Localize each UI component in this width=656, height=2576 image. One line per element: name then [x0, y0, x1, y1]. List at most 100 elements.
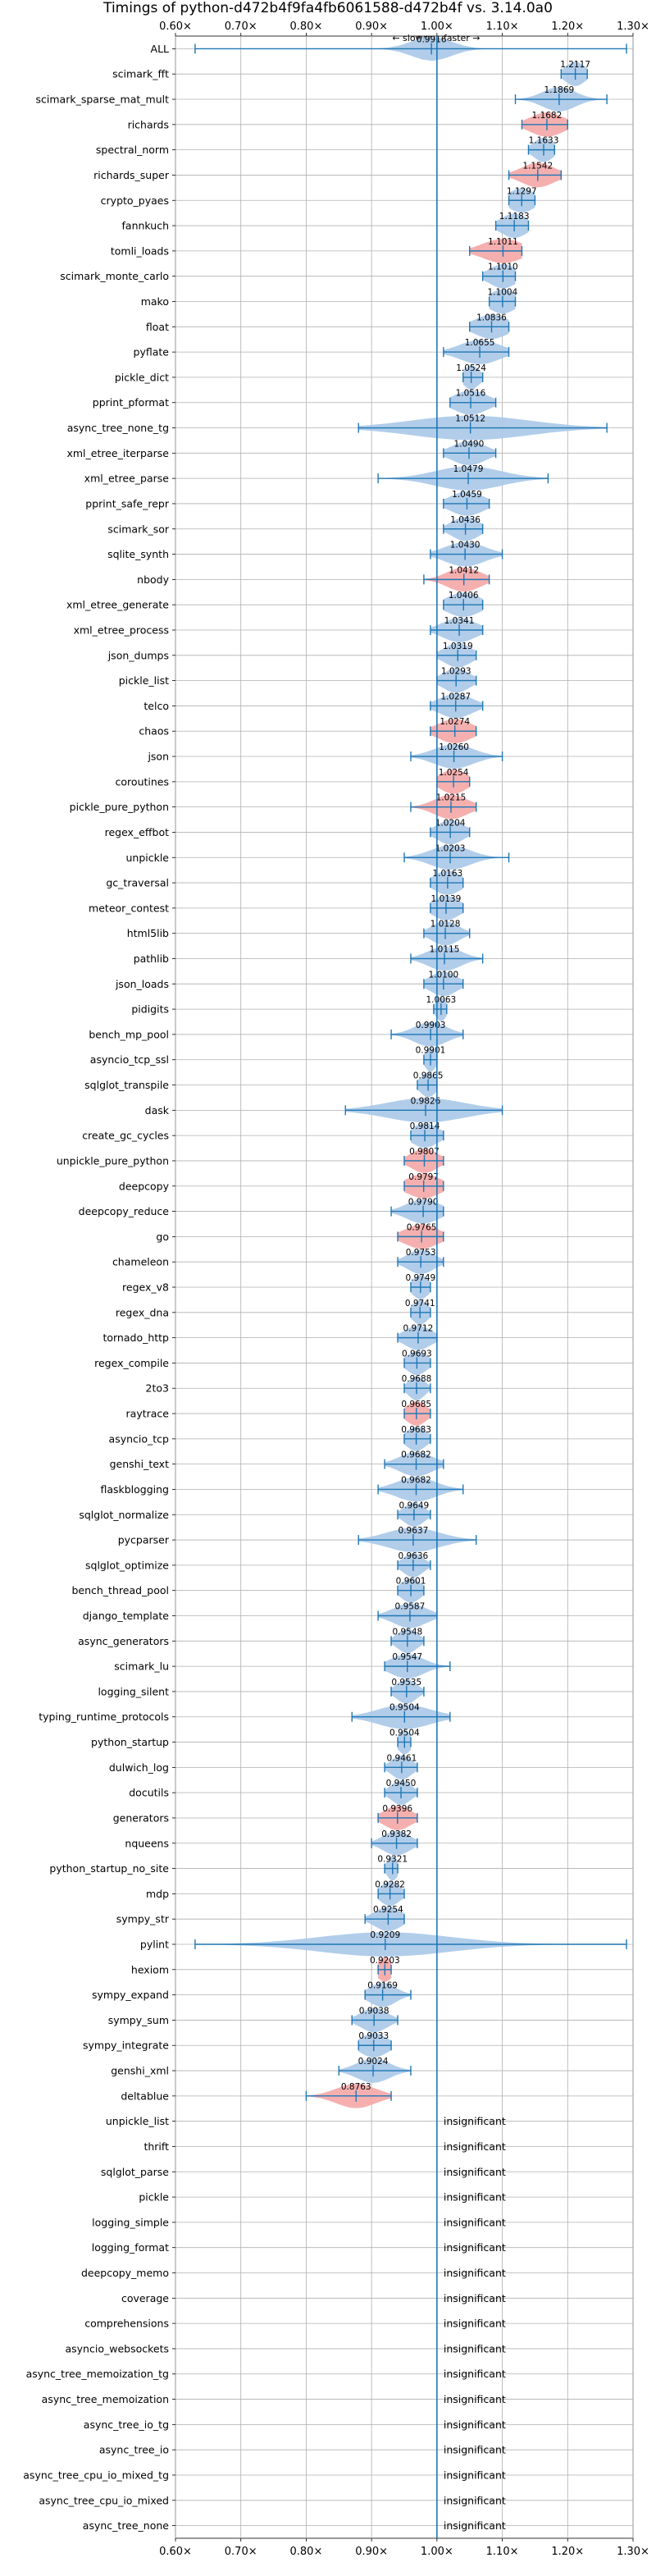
y-tick-label: async_tree_cpu_io_mixed: [39, 2494, 169, 2506]
value-label: 1.0274: [440, 717, 470, 727]
x-tick-label-top: 1.00×: [421, 21, 453, 33]
y-tick-label: ALL: [151, 43, 170, 55]
y-tick-label: pidigits: [131, 1003, 169, 1016]
y-tick-label: 2to3: [146, 1382, 169, 1395]
value-label: 0.9282: [375, 1879, 405, 1889]
value-label: 1.0524: [456, 363, 486, 373]
y-tick-label: tomli_loads: [111, 244, 169, 257]
insignificant-label: insignificant: [444, 2267, 506, 2279]
y-tick-label: sympy_expand: [92, 1989, 169, 2001]
y-tick-label: regex_v8: [122, 1281, 169, 1294]
value-label: 0.9749: [405, 1273, 435, 1283]
insignificant-label: insignificant: [444, 2342, 506, 2354]
value-label: 0.9683: [401, 1425, 431, 1435]
value-label: 1.0128: [430, 920, 461, 929]
y-tick-label: pickle: [139, 2191, 169, 2204]
value-label: 1.0319: [443, 642, 473, 651]
y-tick-label: comprehensions: [84, 2318, 169, 2330]
insignificant-label: insignificant: [444, 2191, 506, 2204]
value-label: 1.0260: [439, 742, 469, 752]
y-tick-label: dulwich_log: [109, 1761, 169, 1774]
value-label: 1.1633: [529, 136, 559, 146]
value-label: 1.0254: [439, 768, 469, 778]
value-label: 0.9797: [408, 1172, 439, 1182]
y-tick-label: asyncio_tcp: [109, 1432, 170, 1445]
value-label: 0.9254: [373, 1905, 403, 1915]
value-label: 1.0512: [455, 414, 485, 424]
y-tick-label: scimark_sparse_mat_mult: [36, 94, 170, 106]
value-label: 0.9693: [402, 1349, 432, 1359]
y-tick-label: json_loads: [115, 978, 169, 990]
value-label: 1.0430: [450, 541, 481, 550]
y-tick-label: sqlglot_parse: [101, 2166, 169, 2178]
y-tick-label: logging_simple: [92, 2216, 169, 2228]
value-label: 1.2117: [560, 60, 590, 70]
value-label: 0.9396: [382, 1804, 412, 1814]
value-label: 1.0204: [435, 818, 466, 828]
value-label: 1.0139: [431, 894, 462, 904]
value-label: 0.9535: [391, 1678, 421, 1688]
value-label: 1.0436: [450, 515, 481, 525]
x-tick-label-top: 0.60×: [159, 21, 192, 33]
y-tick-label: genshi_text: [110, 1458, 169, 1470]
value-label: 1.0115: [430, 944, 460, 954]
value-label: 0.9203: [370, 1956, 400, 1966]
y-tick-label: pickle_dict: [115, 371, 169, 383]
value-label: 1.0163: [432, 869, 462, 879]
value-label: 0.9741: [405, 1299, 435, 1309]
y-tick-label: nqueens: [125, 1837, 169, 1849]
value-label: 1.1542: [522, 161, 553, 171]
x-tick-label-bottom: 1.00×: [421, 2546, 453, 2558]
y-tick-label: pprint_safe_repr: [85, 497, 170, 509]
value-label: 0.9636: [398, 1551, 428, 1561]
value-label: 0.9547: [392, 1652, 422, 1662]
y-tick-label: regex_effbot: [105, 826, 169, 838]
y-tick-label: python_startup_no_site: [49, 1862, 169, 1875]
value-label: 1.1297: [507, 186, 537, 196]
y-tick-label: unpickle_list: [106, 2115, 169, 2127]
value-label: 0.9865: [413, 1071, 444, 1081]
value-label: 1.0287: [440, 692, 471, 701]
y-tick-label: chameleon: [112, 1256, 169, 1268]
value-label: 0.9601: [396, 1577, 426, 1587]
y-tick-label: async_tree_io_tg: [84, 2418, 169, 2431]
y-tick-label: go: [156, 1231, 169, 1243]
y-tick-label: sympy_integrate: [83, 2039, 169, 2052]
y-tick-label: logging_format: [92, 2241, 169, 2254]
y-tick-label: fannkuch: [122, 220, 169, 232]
y-tick-label: spectral_norm: [96, 144, 169, 156]
value-label: 1.0100: [428, 970, 458, 980]
y-tick-label: richards: [128, 118, 169, 130]
y-tick-label: mako: [141, 295, 169, 308]
value-label: 1.1004: [488, 287, 518, 297]
value-label: 1.0063: [426, 995, 457, 1005]
value-label: 1.1011: [488, 237, 518, 247]
insignificant-label: insignificant: [444, 2140, 506, 2153]
y-tick-label: xml_etree_generate: [66, 599, 169, 611]
value-label: 0.9461: [387, 1753, 417, 1763]
value-label: 0.9321: [377, 1855, 408, 1865]
value-label: 1.0215: [436, 793, 467, 803]
value-label: 1.0655: [465, 338, 495, 348]
y-tick-label: gc_traversal: [106, 877, 169, 889]
y-tick-label: sympy_str: [116, 1913, 170, 1925]
value-label: 0.9916: [417, 34, 447, 44]
value-label: 1.0836: [476, 313, 507, 322]
y-tick-label: python_startup: [91, 1736, 169, 1748]
value-label: 0.9903: [416, 1021, 446, 1030]
insignificant-label: insignificant: [444, 2469, 506, 2481]
value-label: 0.9790: [408, 1198, 439, 1208]
value-label: 1.0293: [441, 667, 472, 677]
x-tick-label-top: 0.90×: [355, 21, 388, 33]
insignificant-label: insignificant: [444, 2292, 506, 2304]
chart-title: Timings of python-d472b4f9fa4fb6061588-d…: [103, 0, 553, 16]
value-label: 0.9682: [401, 1475, 431, 1485]
insignificant-label: insignificant: [444, 2368, 506, 2380]
y-tick-label: asyncio_websockets: [65, 2342, 169, 2354]
value-label: 0.9450: [386, 1779, 417, 1788]
value-label: 1.1183: [499, 212, 530, 222]
y-tick-label: nbody: [137, 573, 169, 586]
y-tick-label: async_tree_none_tg: [67, 422, 169, 434]
y-tick-label: unpickle_pure_python: [57, 1154, 169, 1167]
value-label: 0.9038: [359, 2006, 390, 2016]
